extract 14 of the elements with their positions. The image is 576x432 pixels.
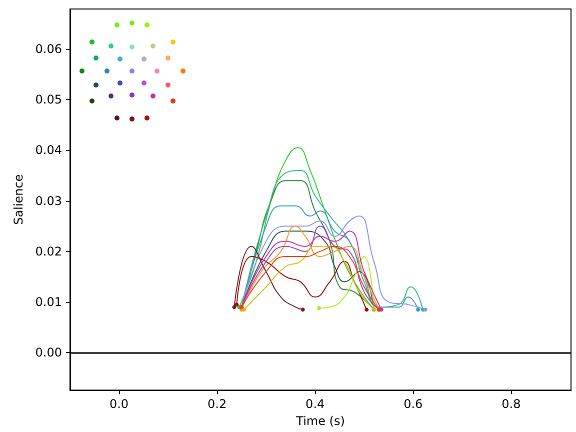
y-tick-label: 0.03 <box>35 194 62 208</box>
y-tick-label: 0.00 <box>35 346 62 360</box>
x-tick-label: 0.8 <box>502 397 521 412</box>
x-tick-label: 0.4 <box>306 397 325 412</box>
y-tick-label: 0.06 <box>35 42 62 56</box>
y-tick-label: 0.04 <box>35 143 62 158</box>
x-tick-label: 0.0 <box>109 397 129 412</box>
y-tick-label: 0.01 <box>35 295 62 310</box>
x-axis-title: Time (s) <box>295 414 345 428</box>
y-tick-label: 0.05 <box>35 92 62 107</box>
y-tick-label: 0.02 <box>35 244 62 258</box>
x-tick-label: 0.2 <box>208 397 227 412</box>
x-tick-label: 0.6 <box>404 397 423 412</box>
y-axis-title: Salience <box>11 174 26 225</box>
